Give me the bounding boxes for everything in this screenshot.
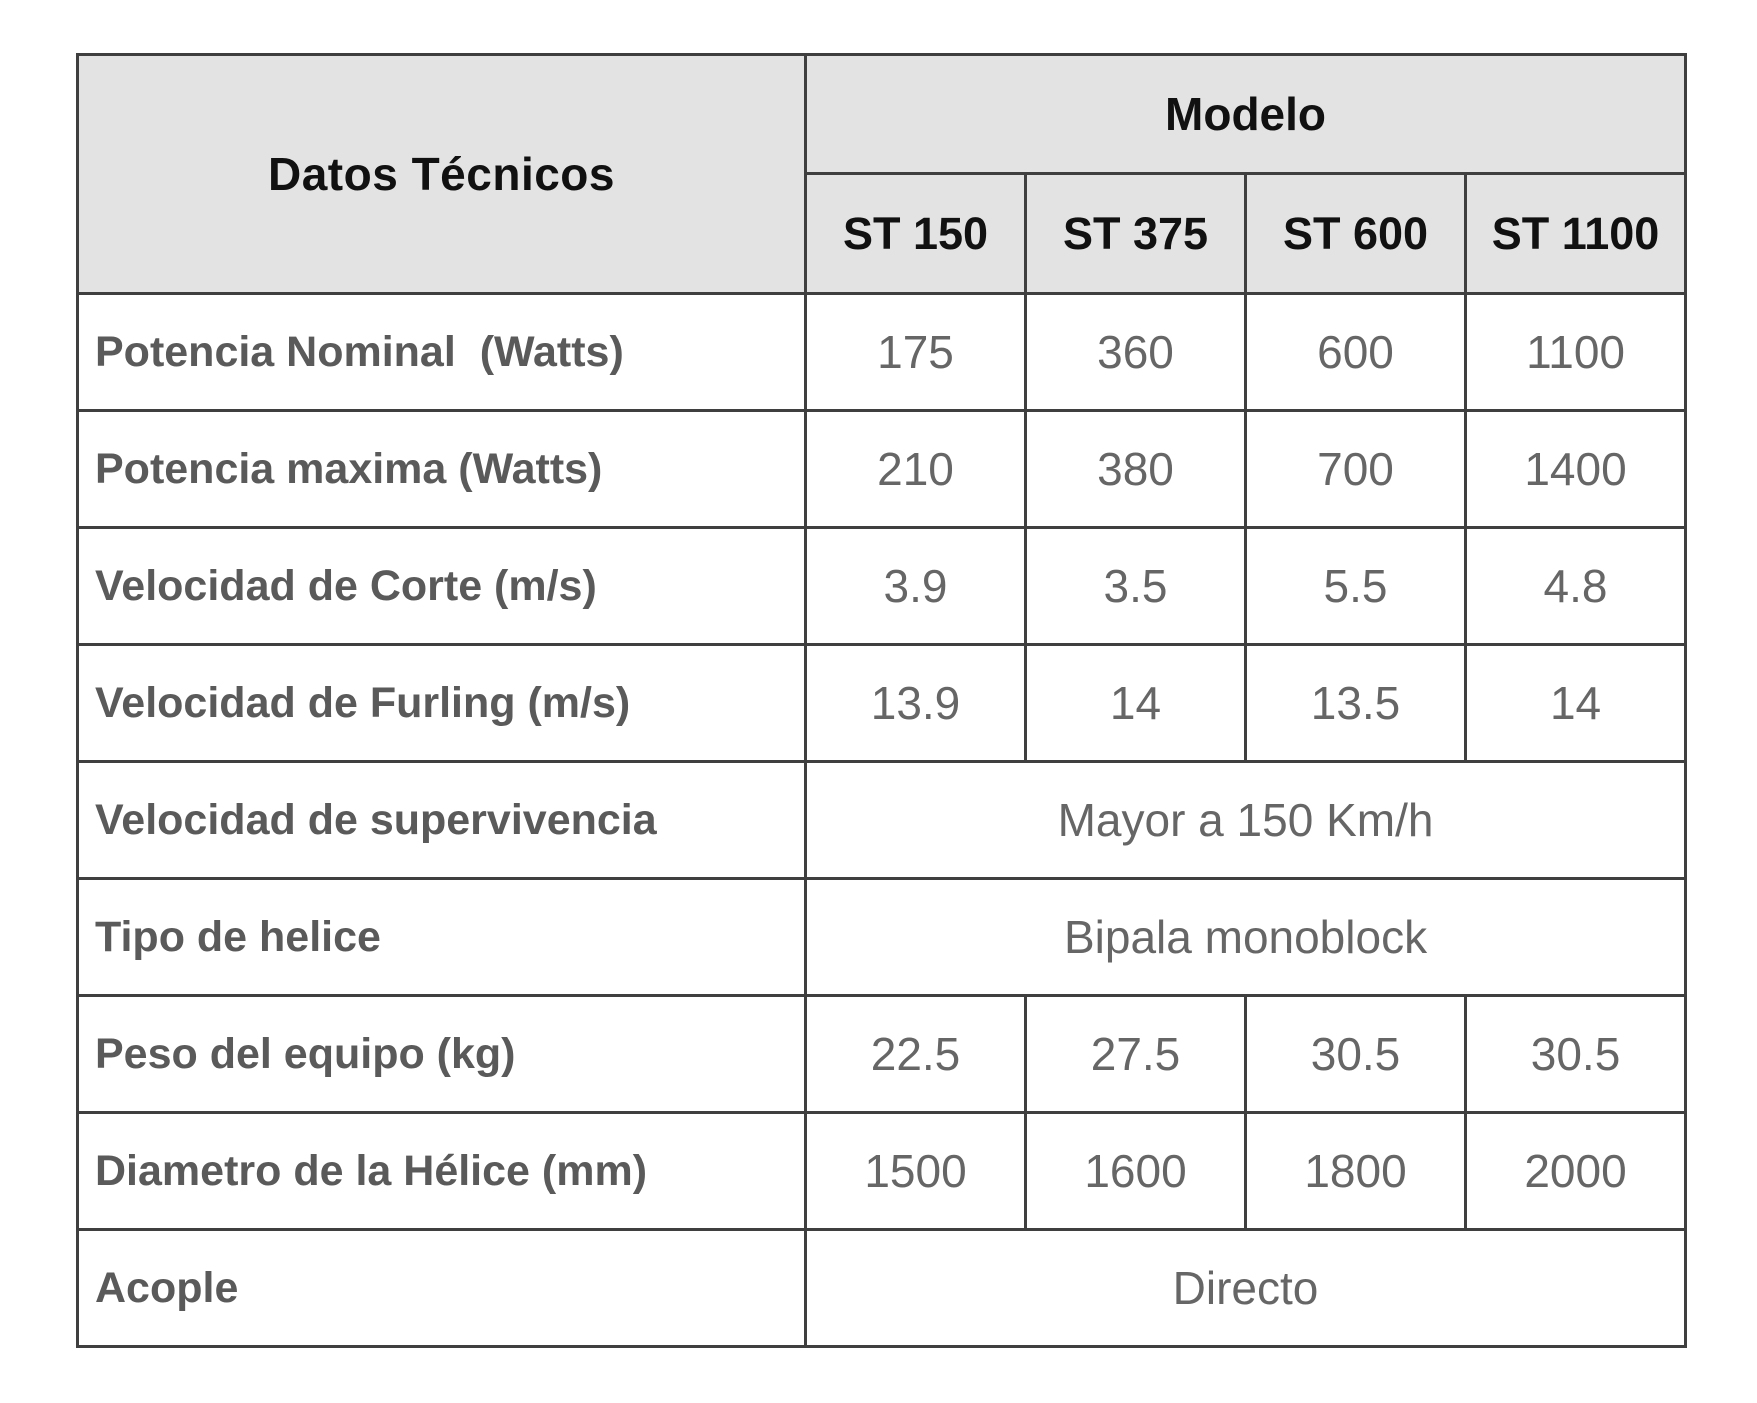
value-cell: 13.9 — [804, 643, 1027, 763]
table-row-peso-equipo: Peso del equipo (kg) 22.5 27.5 30.5 30.5 — [76, 994, 1688, 1114]
value-cell: 700 — [1244, 409, 1467, 529]
table-row-potencia-nominal: Potencia Nominal (Watts) 175 360 600 110… — [76, 292, 1688, 412]
value-cell: 22.5 — [804, 994, 1027, 1114]
value-cell: 4.8 — [1463, 526, 1688, 646]
value-cell: 14 — [1024, 643, 1247, 763]
value-cell: 13.5 — [1244, 643, 1467, 763]
value-cell: 14 — [1463, 643, 1688, 763]
span-value-cell: Bipala monoblock — [803, 877, 1688, 997]
header-row-models: ST 150 ST 375 ST 600 ST 1100 — [78, 172, 1688, 295]
column-header-st1100: ST 1100 — [1463, 172, 1688, 295]
value-cell: 5.5 — [1244, 526, 1467, 646]
column-header-st375: ST 375 — [1024, 172, 1247, 295]
table-row-velocidad-supervivencia: Velocidad de supervivencia Mayor a 150 K… — [76, 760, 1688, 880]
value-cell: 1400 — [1463, 409, 1688, 529]
value-cell: 380 — [1024, 409, 1247, 529]
row-label: Velocidad de Furling (m/s) — [76, 643, 807, 763]
row-label: Peso del equipo (kg) — [76, 994, 807, 1114]
table-row-tipo-helice: Tipo de helice Bipala monoblock — [76, 877, 1688, 997]
row-label: Acople — [76, 1228, 807, 1348]
table-row-acople: Acople Directo — [76, 1228, 1688, 1348]
value-cell: 27.5 — [1024, 994, 1247, 1114]
row-label: Diametro de la Hélice (mm) — [76, 1111, 807, 1231]
row-label: Potencia maxima (Watts) — [76, 409, 807, 529]
row-label: Tipo de helice — [76, 877, 807, 997]
value-cell: 30.5 — [1244, 994, 1467, 1114]
technical-data-table: Datos Técnicos Modelo ST 150 ST 375 ST 6… — [76, 53, 1688, 1348]
span-value-cell: Mayor a 150 Km/h — [803, 760, 1688, 880]
corner-header-datos-tecnicos: Datos Técnicos — [76, 53, 807, 295]
table-row-velocidad-corte: Velocidad de Corte (m/s) 3.9 3.5 5.5 4.8 — [76, 526, 1688, 646]
value-cell: 175 — [804, 292, 1027, 412]
value-cell: 210 — [804, 409, 1027, 529]
value-cell: 3.9 — [804, 526, 1027, 646]
span-value-cell: Directo — [803, 1228, 1688, 1348]
value-cell: 600 — [1244, 292, 1467, 412]
value-cell: 3.5 — [1024, 526, 1247, 646]
value-cell: 1100 — [1463, 292, 1688, 412]
table-row-potencia-maxima: Potencia maxima (Watts) 210 380 700 1400 — [76, 409, 1688, 529]
column-header-st150: ST 150 — [804, 172, 1027, 295]
table-row-velocidad-furling: Velocidad de Furling (m/s) 13.9 14 13.5 … — [76, 643, 1688, 763]
row-label: Velocidad de supervivencia — [76, 760, 807, 880]
value-cell: 1800 — [1244, 1111, 1467, 1231]
value-cell: 1500 — [804, 1111, 1027, 1231]
table-row-diametro-helice: Diametro de la Hélice (mm) 1500 1600 180… — [76, 1111, 1688, 1231]
value-cell: 2000 — [1463, 1111, 1688, 1231]
value-cell: 1600 — [1024, 1111, 1247, 1231]
value-cell: 30.5 — [1463, 994, 1688, 1114]
column-header-st600: ST 600 — [1244, 172, 1467, 295]
row-label: Potencia Nominal (Watts) — [76, 292, 807, 412]
header-row-modelo: Datos Técnicos Modelo — [76, 53, 1688, 295]
row-label: Velocidad de Corte (m/s) — [76, 526, 807, 646]
modelo-group-header: Modelo — [803, 53, 1688, 175]
value-cell: 360 — [1024, 292, 1247, 412]
